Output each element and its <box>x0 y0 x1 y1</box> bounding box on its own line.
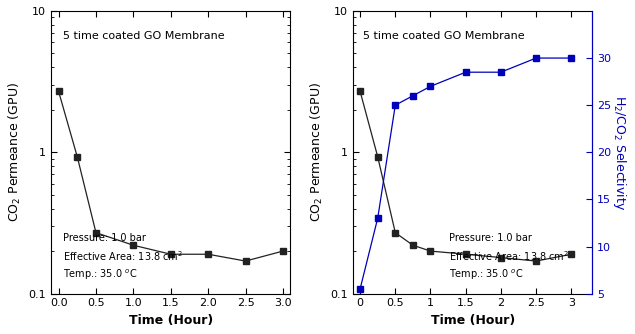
Text: Pressure: 1.0 bar
Effective Area: 13.8 cm$^2$
Temp.: 35.0 $^o$C: Pressure: 1.0 bar Effective Area: 13.8 c… <box>449 233 569 282</box>
X-axis label: Time (Hour): Time (Hour) <box>129 314 213 327</box>
Y-axis label: H$_2$/CO$_2$ Selectivity: H$_2$/CO$_2$ Selectivity <box>611 95 628 210</box>
Text: 5 time coated GO Membrane: 5 time coated GO Membrane <box>63 31 225 41</box>
Y-axis label: CO$_2$ Permeance (GPU): CO$_2$ Permeance (GPU) <box>309 82 325 222</box>
Text: Pressure: 1.0 bar
Effective Area: 13.8 cm$^2$
Temp.: 35.0 $^o$C: Pressure: 1.0 bar Effective Area: 13.8 c… <box>63 233 183 282</box>
Text: 5 time coated GO Membrane: 5 time coated GO Membrane <box>363 31 525 41</box>
Y-axis label: CO$_2$ Permeance (GPU): CO$_2$ Permeance (GPU) <box>7 82 23 222</box>
X-axis label: Time (Hour): Time (Hour) <box>431 314 515 327</box>
